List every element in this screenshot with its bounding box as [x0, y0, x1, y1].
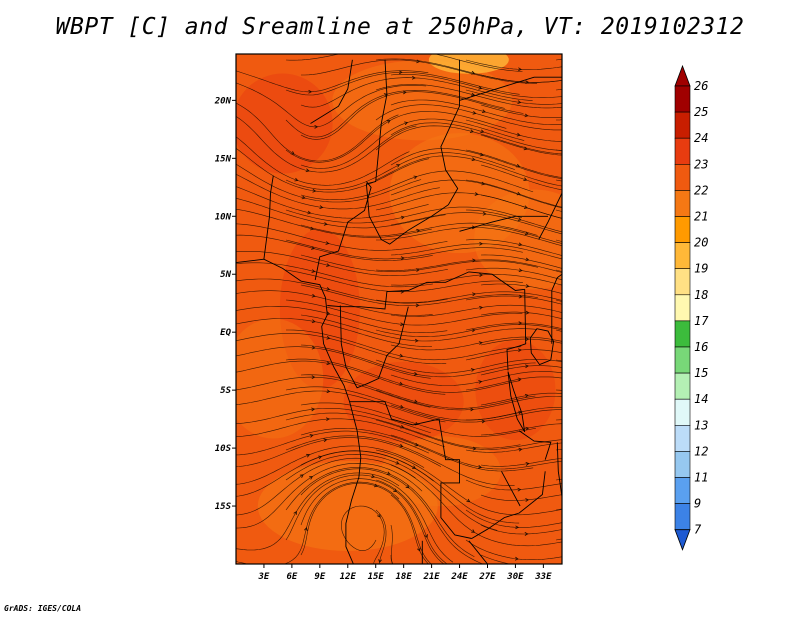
lon-tick-label: 33E: [534, 572, 552, 582]
lon-tick-label: 9E: [314, 572, 325, 582]
colorbar-segment: [675, 373, 690, 399]
colorbar-label: 12: [694, 444, 708, 458]
colorbar-label: 24: [694, 131, 708, 145]
colorbar-label: 26: [694, 79, 708, 93]
field-patch: [233, 74, 333, 174]
colorbar-segment: [675, 399, 690, 425]
streamline-arrow: [565, 537, 568, 540]
colorbar-top-arrow: [675, 66, 690, 86]
longitude-axis: 3E 6E 9E 12E 15E 18E 21E 24E 27E 30E 33E: [258, 564, 553, 582]
streamline-arrow: [565, 87, 568, 90]
colorbar-segment: [675, 451, 690, 477]
colorbar-segment: [675, 347, 690, 373]
lon-tick-label: 6E: [286, 572, 297, 582]
colorbar: 26 25 24 23 22 21 20 19 18 17 16 15 14 13 12 11 9 7: [675, 66, 709, 550]
lon-tick-label: 30E: [506, 572, 524, 582]
field-patch: [223, 319, 323, 439]
lon-tick-label: 18E: [396, 572, 413, 582]
streamline-arrow: [565, 301, 568, 304]
streamline-arrow: [565, 331, 568, 334]
grads-credit: GrADS: IGES/COLA: [4, 604, 81, 613]
colorbar-label: 21: [694, 210, 708, 224]
colorbar-label: 9: [694, 497, 701, 511]
lon-tick-label: 3E: [258, 572, 270, 582]
streamline-arrow: [402, 47, 405, 50]
colorbar-segment: [675, 321, 690, 347]
streamline-arrow: [565, 477, 568, 480]
lat-tick-label: EQ: [220, 328, 231, 338]
colorbar-label: 13: [694, 418, 708, 432]
streamline-arrow: [525, 565, 528, 568]
streamline-arrow: [565, 507, 568, 510]
lat-tick-label: 15N: [215, 154, 232, 164]
lon-tick-label: 12E: [340, 572, 357, 582]
streamline-arrow: [393, 565, 396, 568]
lat-tick-label: 15S: [215, 502, 232, 512]
colorbar-segment: [675, 190, 690, 216]
streamline-arrow: [565, 271, 568, 274]
lon-tick-label: 24E: [450, 572, 468, 582]
latitude-axis: 20N 15N 10N 5N EQ 5S 10S 15S: [214, 96, 236, 512]
lon-tick-label: 15E: [368, 572, 385, 582]
lat-tick-label: 5N: [220, 270, 231, 280]
lat-tick-label: 20N: [214, 96, 232, 106]
colorbar-segment: [675, 243, 690, 269]
colorbar-segment: [675, 138, 690, 164]
lon-tick-label: 27E: [478, 572, 496, 582]
streamline-arrow: [565, 180, 568, 183]
colorbar-segment: [675, 425, 690, 451]
colorbar-bottom-arrow: [675, 530, 690, 550]
colorbar-label: 23: [694, 157, 708, 171]
colorbar-label: 15: [694, 366, 708, 380]
map-area[interactable]: [196, 46, 594, 587]
colorbar-label: 20: [694, 236, 708, 250]
colorbar-label: 17: [694, 314, 709, 328]
colorbar-segment: [675, 295, 690, 321]
colorbar-label: 22: [694, 183, 708, 197]
lat-tick-label: 10S: [215, 444, 232, 454]
lat-tick-label: 10N: [215, 212, 232, 222]
lat-tick-label: 5S: [220, 386, 231, 396]
streamline-arrow: [565, 241, 568, 244]
colorbar-segment: [675, 112, 690, 138]
colorbar-label: 11: [694, 471, 708, 485]
colorbar-segment: [675, 478, 690, 504]
streamline-arrow: [565, 211, 568, 214]
colorbar-label: 16: [694, 340, 708, 354]
field-patch: [429, 46, 509, 74]
lon-tick-label: 21E: [422, 572, 440, 582]
colorbar-segment: [675, 504, 690, 530]
colorbar-label: 18: [694, 288, 708, 302]
colorbar-segment: [675, 86, 690, 112]
colorbar-label: 14: [694, 392, 708, 406]
streamline: [556, 150, 576, 151]
streamline-arrow: [565, 418, 568, 421]
streamline-arrow: [565, 57, 568, 60]
colorbar-label: 19: [694, 262, 708, 276]
colorbar-label: 25: [694, 105, 708, 119]
streamline-arrow: [565, 389, 568, 392]
colorbar-label: 7: [694, 523, 702, 537]
streamline-arrow: [565, 448, 568, 451]
streamline-arrow: [565, 118, 568, 121]
streamline-arrow: [565, 149, 568, 152]
colorbar-segment: [675, 217, 690, 243]
colorbar-segment: [675, 164, 690, 190]
colorbar-segment: [675, 269, 690, 295]
streamline-arrow: [565, 360, 568, 363]
